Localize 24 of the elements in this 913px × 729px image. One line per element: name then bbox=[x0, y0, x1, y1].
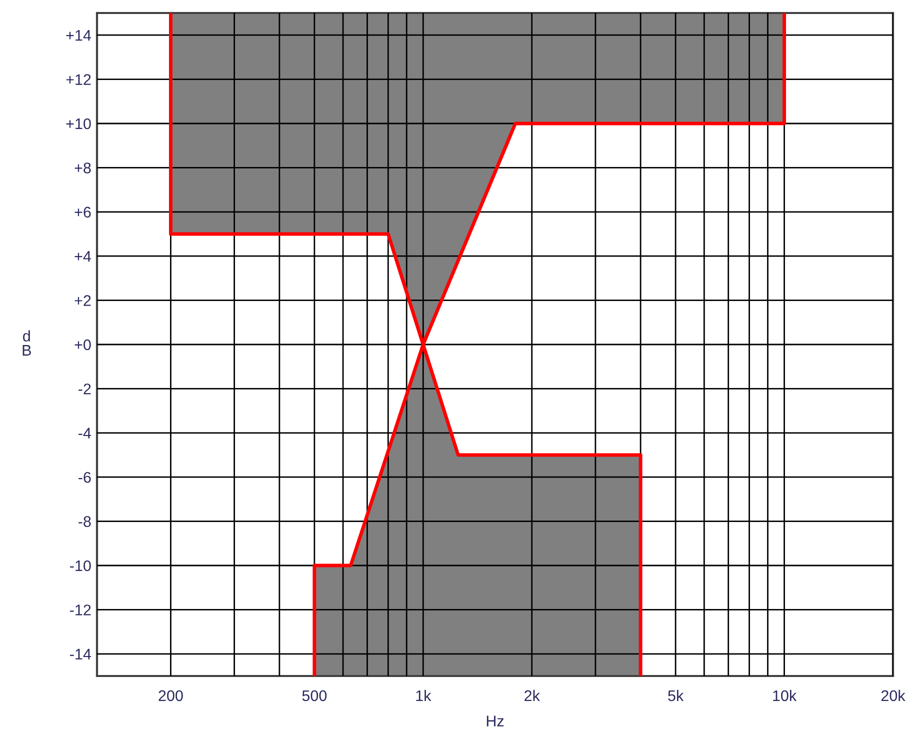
y-tick-label: +4 bbox=[74, 251, 91, 262]
y-tick-label: -6 bbox=[78, 472, 91, 483]
y-tick-label: +12 bbox=[66, 74, 91, 85]
y-tick-label: -4 bbox=[78, 428, 91, 438]
y-tick-label: -10 bbox=[70, 560, 91, 572]
y-tick-label: -12 bbox=[70, 604, 91, 616]
y-tick-label: +6 bbox=[74, 206, 91, 218]
y-axis-title: dB bbox=[22, 330, 31, 356]
x-tick-label: 500 bbox=[302, 690, 327, 702]
y-tick-label: +0 bbox=[74, 339, 91, 350]
x-tick-label: 20k bbox=[881, 690, 906, 702]
y-tick-label: +8 bbox=[74, 162, 91, 174]
y-tick-label: -8 bbox=[78, 516, 91, 527]
x-tick-label: 5k bbox=[668, 690, 684, 702]
y-tick-label: -14 bbox=[70, 648, 91, 660]
y-tick-label: +2 bbox=[74, 295, 91, 306]
x-tick-label: 10k bbox=[773, 690, 797, 702]
y-tick-label: +14 bbox=[66, 30, 91, 41]
y-tick-label: +10 bbox=[66, 118, 91, 130]
x-tick-label: 2k bbox=[524, 690, 540, 701]
y-tick-label: -2 bbox=[78, 384, 91, 394]
x-tick-label: 200 bbox=[158, 690, 183, 702]
x-axis-title: Hz bbox=[486, 716, 504, 726]
x-tick-label: 1k bbox=[416, 690, 432, 701]
